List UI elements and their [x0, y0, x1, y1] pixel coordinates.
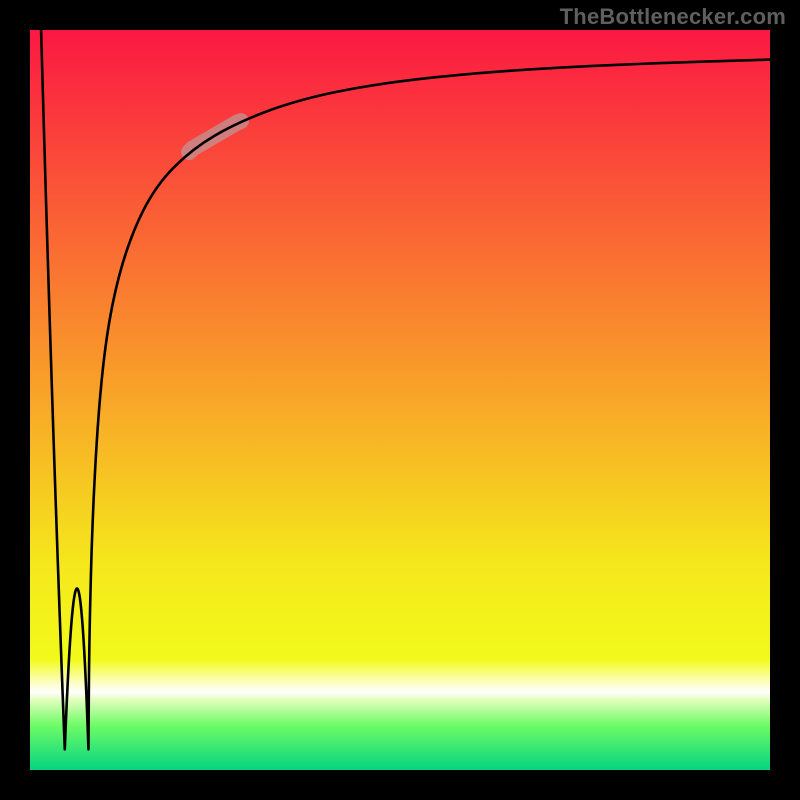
- watermark-text: TheBottlenecker.com: [560, 4, 786, 30]
- chart-frame: TheBottlenecker.com: [0, 0, 800, 800]
- plot-background: [30, 30, 770, 770]
- chart-svg: [0, 0, 800, 800]
